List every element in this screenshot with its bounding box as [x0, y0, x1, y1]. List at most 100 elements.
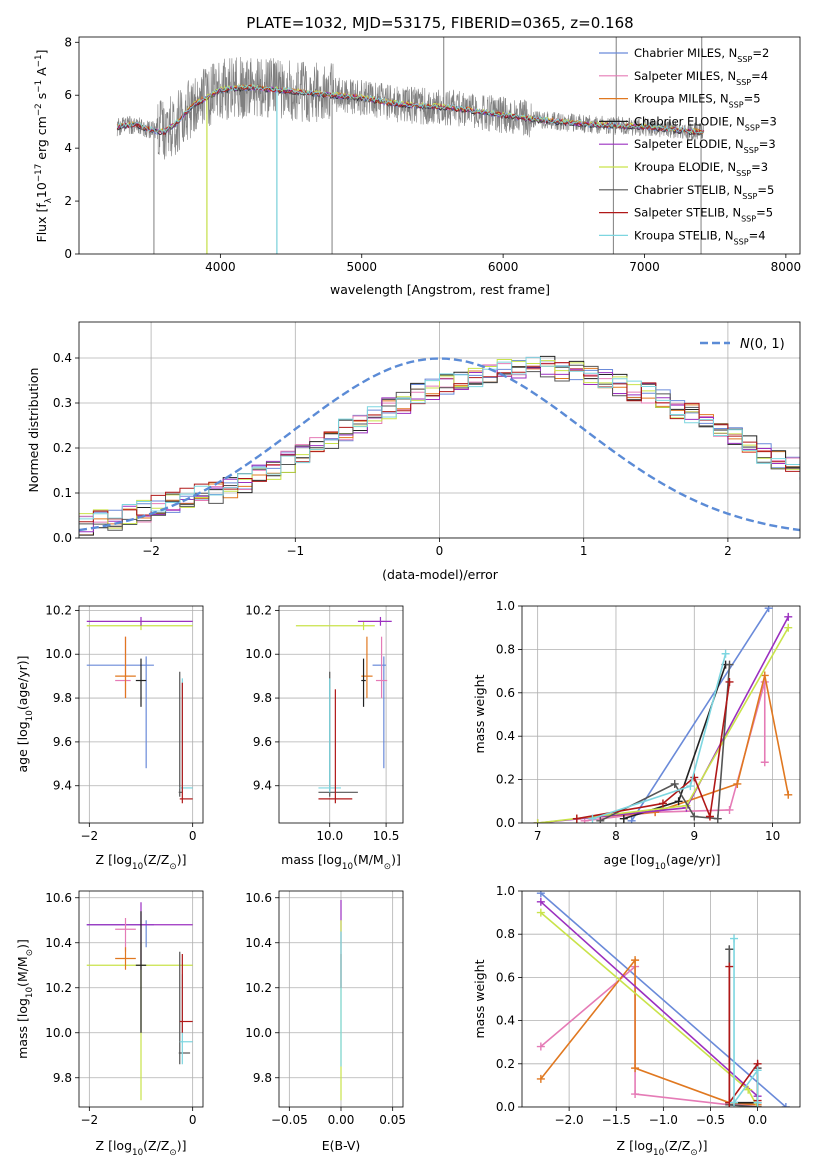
weight-marker: [536, 891, 545, 898]
legend-label-part: SSP: [737, 55, 752, 64]
y-axis-label: age [log10(age/yr)]: [15, 655, 35, 772]
y-axis-label-part: )]: [15, 939, 30, 949]
y-tick-label: 0.4: [53, 351, 72, 365]
y-tick-label: 0.8: [496, 927, 515, 941]
histogram-kroupa-elodie: [79, 359, 800, 538]
y-axis-label-part: −1: [34, 80, 44, 93]
axes-frame: [521, 890, 801, 1108]
weight-marker: [686, 782, 695, 791]
weight-marker: [631, 1064, 640, 1073]
legend-label-part: =2: [752, 46, 769, 60]
x-tick-label: 5000: [346, 260, 377, 274]
legend-label-part: N: [740, 337, 750, 352]
y-axis-label-part: A: [34, 67, 49, 80]
errorbar-chabrier-elodie: [135, 911, 147, 1033]
x-tick-label: 9: [690, 829, 698, 843]
y-tick-label: 9.6: [53, 735, 72, 749]
weight-marker: [627, 816, 636, 823]
weight-marker: [690, 812, 699, 821]
y-axis-label-part: mass [log: [15, 998, 30, 1059]
legend-label-part: Kroupa ELODIE, N: [634, 160, 736, 174]
errorbar-chabrier-elodie: [135, 658, 147, 707]
x-axis-label-part: ⊙: [690, 1148, 697, 1158]
weight-marker: [753, 1098, 762, 1107]
legend-label-part: SSP: [741, 214, 756, 223]
weight-marker: [690, 773, 699, 782]
weight-marker: [784, 623, 793, 632]
y-tick-label: 0.0: [496, 816, 515, 830]
weight-marker: [705, 812, 714, 821]
y-axis-label-part: Normed distribution: [26, 368, 41, 493]
plot-area: [79, 891, 203, 1107]
axes-frame: [278, 605, 404, 824]
x-tick-label: −2: [80, 1113, 98, 1127]
legend-label-part: Chabrier ELODIE, N: [634, 114, 745, 128]
histogram-salpeter-stelib: [79, 362, 800, 538]
plot-area: [79, 606, 203, 823]
x-axis-label-part: Z [log: [96, 1138, 132, 1153]
x-axis-label-part: (Z/Z: [143, 852, 169, 867]
x-tick-label: 0.05: [379, 1113, 406, 1127]
x-axis-label-part: )]: [177, 1138, 187, 1153]
y-tick-label: 1.0: [496, 599, 515, 613]
errorbar-salpeter-stelib: [179, 682, 193, 804]
y-tick-label: 2: [64, 194, 72, 208]
x-tick-label: −2: [142, 544, 160, 558]
weight-marker: [753, 1066, 762, 1075]
weight-line-kroupa-elodie: [537, 627, 789, 823]
x-tick-label: −1.5: [602, 1113, 631, 1127]
axes-frame: [278, 890, 404, 1108]
x-axis-label-part: )]: [391, 852, 401, 867]
weight-line-chabrier-miles: [540, 892, 787, 1107]
legend-label-part: =3: [751, 160, 768, 174]
y-tick-label: 0.6: [496, 686, 515, 700]
weight-marker: [588, 814, 597, 823]
y-axis-label: mass weight: [472, 674, 487, 753]
legend-label-part: SSP: [729, 100, 744, 109]
x-tick-label: 7000: [629, 260, 660, 274]
histogram-kroupa-stelib: [79, 356, 800, 538]
axes-frame: [521, 605, 801, 824]
errorbar-chabrier-stelib: [318, 671, 358, 797]
errorbar-salpeter-elodie: [86, 616, 193, 626]
y-tick-label: 0: [64, 247, 72, 261]
legend-label-part: SSP: [736, 77, 751, 86]
chart-mass_vs_EBV: −0.05 0.00 0.05 9.8 10.0 10.2 10.4 10.6 E(B-V): [245, 890, 406, 1153]
x-axis-label-part: ⊙: [169, 862, 176, 872]
y-tick-label: 9.8: [53, 691, 72, 705]
legend-label: Kroupa ELODIE, NSSP=3: [634, 160, 768, 178]
x-axis-label-part: 10: [132, 1148, 143, 1158]
weight-marker: [596, 816, 605, 823]
x-tick-label: 6000: [488, 260, 519, 274]
y-tick-label: 9.6: [253, 735, 272, 749]
errorbar-salpeter-elodie: [86, 902, 193, 970]
y-tick-label: 10.6: [45, 891, 72, 905]
x-tick-label: −0.05: [271, 1113, 308, 1127]
x-axis-label-part: age [log: [603, 852, 654, 867]
legend-label: Chabrier MILES, NSSP=2: [634, 46, 769, 64]
errorbar-chabrier-miles: [372, 656, 387, 769]
x-axis-label-part: 10: [655, 862, 666, 872]
weight-marker: [764, 606, 773, 613]
errorbar-kroupa-elodie: [295, 621, 375, 631]
x-tick-label: 10.5: [373, 829, 400, 843]
legend-label-part: =5: [756, 206, 773, 220]
weight-marker: [725, 805, 734, 814]
axes-frame: [78, 36, 801, 255]
errorbar-salpeter-miles: [375, 636, 388, 699]
weight-marker: [572, 814, 581, 823]
chart-age_vs_Z: −2 09.49.69.810.010.2Z [log10(Z/Z⊙)]age […: [15, 603, 204, 872]
errorbar-salpeter-elodie: [357, 616, 392, 626]
y-tick-label: 0.2: [53, 441, 72, 455]
legend-label-part: Chabrier MILES, N: [634, 46, 737, 60]
weight-marker: [725, 962, 734, 971]
weight-line-kroupa-elodie: [540, 911, 759, 1107]
errorbar-salpeter-miles: [115, 636, 131, 699]
y-axis-label-part: λ: [44, 198, 54, 203]
x-tick-label: −0.5: [696, 1113, 725, 1127]
y-tick-label: 0.2: [496, 773, 515, 787]
legend-label-part: =3: [760, 114, 777, 128]
y-axis-label: mass [log10(M/M⊙)]: [15, 939, 35, 1059]
plot-area: [279, 606, 403, 823]
